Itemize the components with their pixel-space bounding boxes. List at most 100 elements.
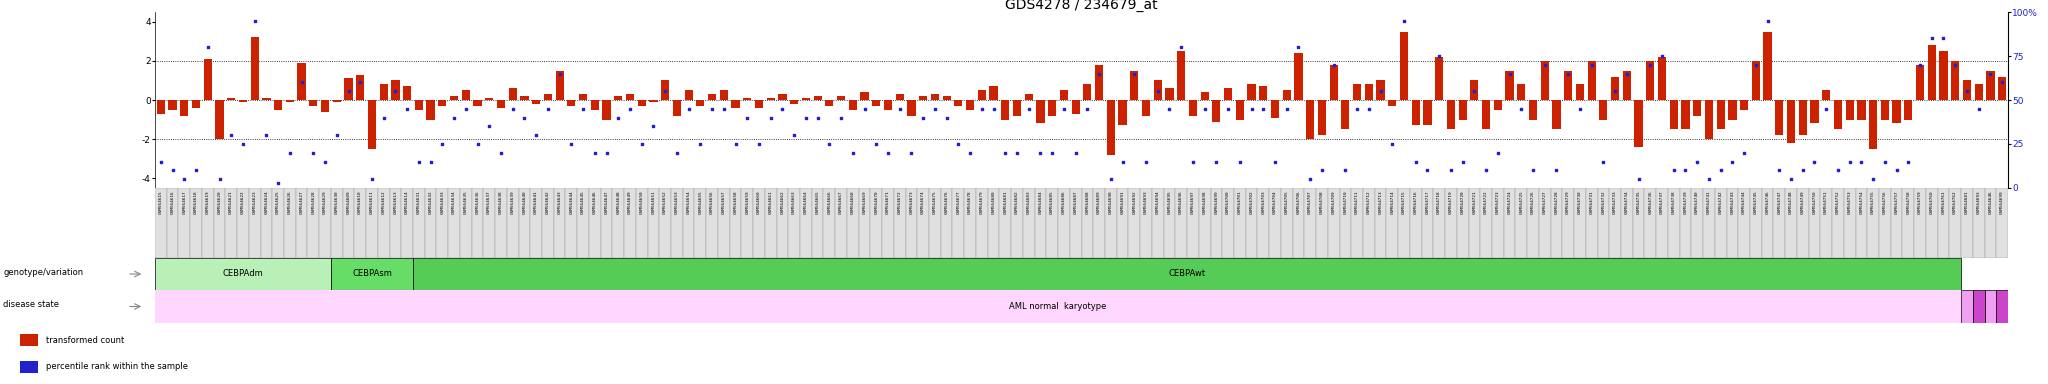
Text: GSM564681: GSM564681 <box>1004 190 1008 214</box>
Text: GSM564635: GSM564635 <box>463 190 467 214</box>
Point <box>1563 106 1595 112</box>
Text: GSM564752: GSM564752 <box>1835 190 1839 214</box>
Point <box>766 106 799 112</box>
Bar <box>1470 80 1479 100</box>
Point <box>918 106 950 112</box>
Point <box>1716 159 1749 165</box>
Bar <box>1845 100 1853 119</box>
Text: GSM564662: GSM564662 <box>780 190 784 214</box>
Bar <box>178 188 190 258</box>
Bar <box>811 188 823 258</box>
Bar <box>1962 188 1972 258</box>
Bar <box>741 188 754 258</box>
Point <box>1763 167 1796 174</box>
Bar <box>1575 188 1585 258</box>
Point <box>942 141 975 147</box>
Bar <box>369 100 377 149</box>
Point <box>262 180 295 186</box>
Bar <box>1505 71 1513 100</box>
Bar <box>1774 188 1786 258</box>
Point <box>1376 141 1409 147</box>
Point <box>426 141 459 147</box>
Point <box>391 106 424 112</box>
Point <box>602 114 635 121</box>
Bar <box>1341 100 1350 129</box>
Bar <box>918 188 930 258</box>
Bar <box>1292 188 1305 258</box>
Text: GSM564756: GSM564756 <box>1882 190 1886 214</box>
Point <box>1776 176 1808 182</box>
Bar <box>1096 65 1104 100</box>
Bar <box>565 188 578 258</box>
Text: CEBPAsm: CEBPAsm <box>352 270 391 278</box>
Text: GSM564626: GSM564626 <box>289 190 293 214</box>
Bar <box>1518 84 1526 100</box>
Text: GSM564739: GSM564739 <box>1683 190 1688 214</box>
Point <box>1927 35 1960 41</box>
Text: GSM564681: GSM564681 <box>1964 190 1968 214</box>
Point <box>367 114 399 121</box>
Point <box>1153 106 1186 112</box>
Text: GSM564734: GSM564734 <box>1624 190 1628 214</box>
Text: GSM564685: GSM564685 <box>1051 190 1055 214</box>
Bar <box>1210 188 1223 258</box>
Bar <box>987 188 999 258</box>
Bar <box>498 100 506 108</box>
Point <box>836 150 868 156</box>
Point <box>1810 106 1843 112</box>
Text: GSM564640: GSM564640 <box>522 190 526 214</box>
Bar <box>1364 188 1374 258</box>
Point <box>227 141 260 147</box>
Bar <box>1788 100 1796 143</box>
Text: GSM564636: GSM564636 <box>475 190 479 214</box>
Bar <box>555 71 563 100</box>
Point <box>754 114 786 121</box>
Text: GSM564697: GSM564697 <box>1192 190 1194 214</box>
Point <box>203 176 236 182</box>
Text: GSM564708: GSM564708 <box>1319 190 1323 214</box>
Bar <box>1493 100 1501 110</box>
Text: GSM564695: GSM564695 <box>1167 190 1171 214</box>
Bar <box>1059 90 1067 100</box>
Point <box>1317 62 1350 68</box>
Bar <box>1997 188 2007 258</box>
Point <box>1165 44 1198 50</box>
Bar <box>709 94 717 100</box>
Bar <box>1645 188 1657 258</box>
Bar <box>578 188 590 258</box>
Bar <box>213 188 225 258</box>
Text: GSM564616: GSM564616 <box>170 190 174 214</box>
Text: GSM564743: GSM564743 <box>1731 190 1735 214</box>
Bar <box>1729 100 1737 119</box>
Point <box>907 114 940 121</box>
Bar <box>1987 71 1995 100</box>
Bar <box>1483 100 1491 129</box>
Text: GSM564686: GSM564686 <box>1063 190 1065 214</box>
Bar <box>1972 188 1985 258</box>
Point <box>1446 159 1479 165</box>
Bar <box>567 100 575 106</box>
Text: GSM564639: GSM564639 <box>510 190 514 214</box>
Bar <box>1821 188 1833 258</box>
Text: GSM564693: GSM564693 <box>1976 190 1980 214</box>
Bar <box>553 188 565 258</box>
Text: GSM564683: GSM564683 <box>1026 190 1030 214</box>
Bar <box>451 96 459 100</box>
Text: GSM564622: GSM564622 <box>242 190 246 214</box>
Bar <box>1776 100 1784 135</box>
Text: GSM564687: GSM564687 <box>1073 190 1077 214</box>
Text: GSM564731: GSM564731 <box>1589 190 1593 214</box>
Point <box>1552 71 1585 77</box>
Bar <box>1376 80 1384 100</box>
Text: GSM564693: GSM564693 <box>1145 190 1149 214</box>
Bar <box>414 258 1962 290</box>
Text: GSM564647: GSM564647 <box>604 190 608 214</box>
Text: GSM564751: GSM564751 <box>1825 190 1829 214</box>
Point <box>1681 159 1714 165</box>
Point <box>1470 167 1503 174</box>
Text: GSM564720: GSM564720 <box>1460 190 1464 214</box>
Point <box>637 123 670 129</box>
Bar <box>1681 100 1690 129</box>
Bar <box>1704 188 1714 258</box>
Text: GSM564746: GSM564746 <box>1765 190 1769 214</box>
